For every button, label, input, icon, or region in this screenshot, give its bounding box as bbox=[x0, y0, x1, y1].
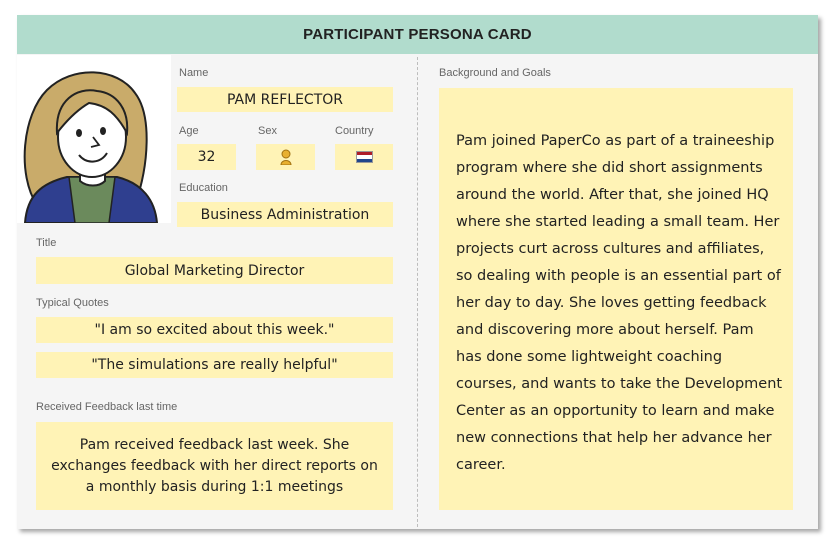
feedback-label: Received Feedback last time bbox=[36, 401, 178, 413]
title-field: Global Marketing Director bbox=[36, 257, 393, 284]
quote-item-2: "The simulations are really helpful" bbox=[36, 352, 393, 378]
persona-avatar bbox=[17, 55, 171, 224]
sex-label: Sex bbox=[258, 125, 277, 137]
country-label: Country bbox=[335, 125, 374, 137]
persona-card: PARTICIPANT PERSONA CARD Name PAM REFLEC… bbox=[17, 15, 818, 529]
background-field: Pam joined PaperCo as part of a trainees… bbox=[439, 88, 793, 510]
female-icon bbox=[279, 149, 292, 165]
name-field: PAM REFLECTOR bbox=[177, 87, 393, 112]
education-label: Education bbox=[179, 182, 228, 194]
card-header: PARTICIPANT PERSONA CARD bbox=[17, 15, 818, 54]
netherlands-flag-icon bbox=[355, 151, 373, 163]
age-field: 32 bbox=[177, 144, 236, 170]
quote-item-1: "I am so excited about this week." bbox=[36, 317, 393, 343]
country-field bbox=[335, 144, 393, 170]
education-field: Business Administration bbox=[177, 202, 393, 227]
column-divider bbox=[417, 57, 418, 527]
name-label: Name bbox=[179, 67, 209, 79]
feedback-field: Pam received feedback last week. She exc… bbox=[36, 422, 393, 510]
age-label: Age bbox=[179, 125, 199, 137]
quotes-label: Typical Quotes bbox=[36, 297, 109, 309]
title-label: Title bbox=[36, 237, 57, 249]
avatar-illustration bbox=[23, 71, 159, 224]
sex-field bbox=[256, 144, 315, 170]
background-label: Background and Goals bbox=[439, 67, 551, 79]
